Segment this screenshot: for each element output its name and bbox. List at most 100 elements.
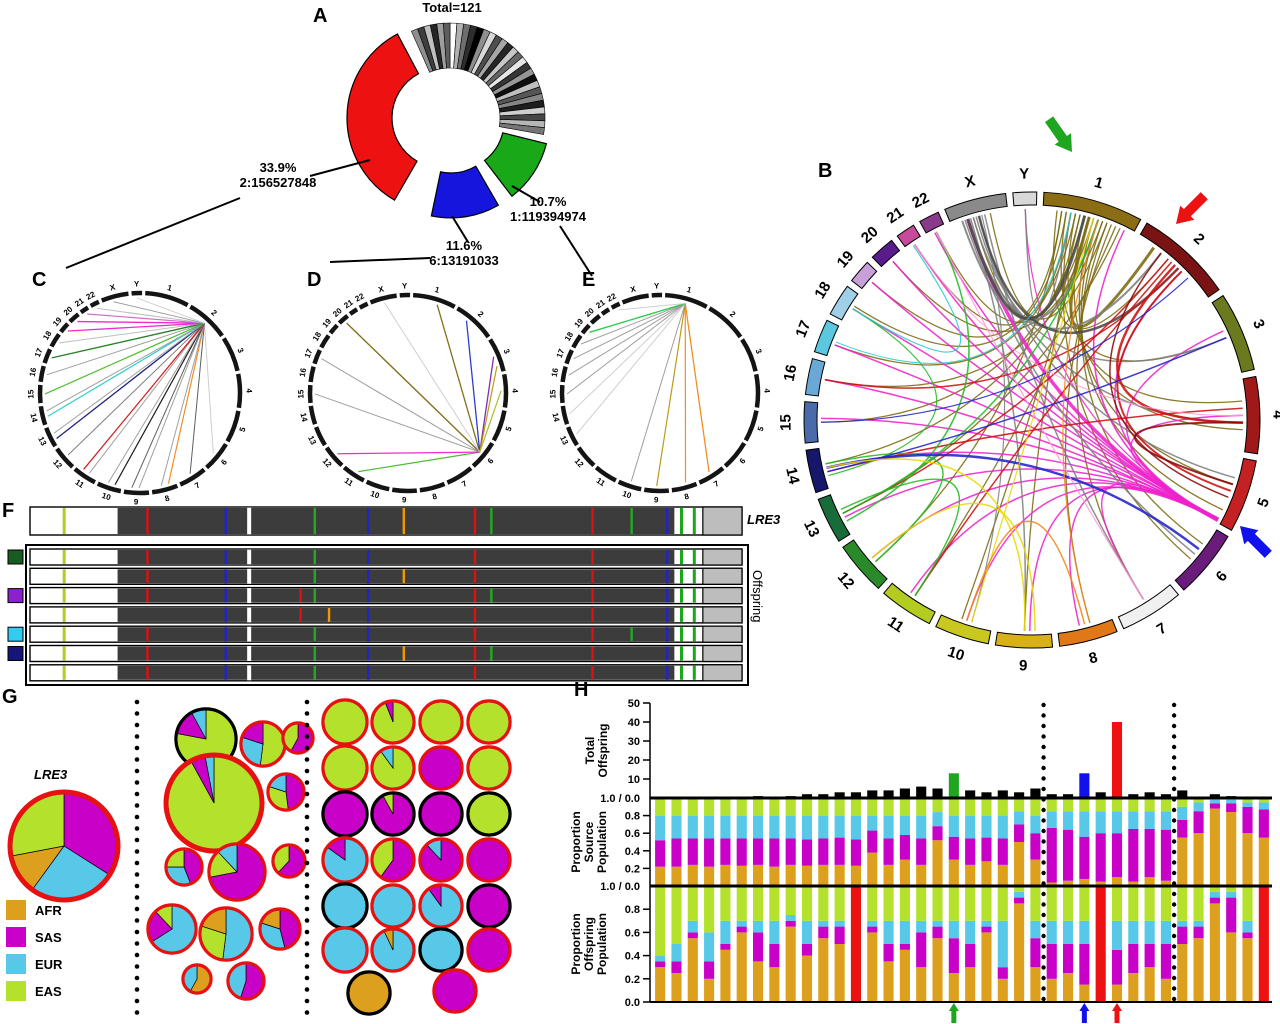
svg-text:6: 6 bbox=[1213, 568, 1231, 585]
svg-text:11: 11 bbox=[343, 476, 355, 488]
svg-text:22: 22 bbox=[606, 291, 618, 303]
svg-text:Y: Y bbox=[134, 279, 140, 288]
svg-text:13: 13 bbox=[558, 434, 570, 446]
svg-text:0.6: 0.6 bbox=[625, 927, 640, 939]
svg-text:5: 5 bbox=[238, 425, 248, 433]
svg-text:14: 14 bbox=[298, 412, 309, 423]
svg-text:9: 9 bbox=[654, 495, 659, 504]
svg-text:16: 16 bbox=[298, 367, 309, 378]
svg-text:Offspring: Offspring bbox=[582, 917, 596, 971]
svg-text:2: 2 bbox=[209, 308, 219, 318]
svg-text:16: 16 bbox=[781, 363, 801, 383]
svg-text:3: 3 bbox=[1249, 317, 1268, 331]
svg-text:19: 19 bbox=[51, 315, 64, 328]
svg-text:Offspring: Offspring bbox=[596, 724, 610, 778]
svg-text:4: 4 bbox=[510, 388, 519, 393]
svg-text:7: 7 bbox=[1154, 620, 1170, 639]
svg-text:0.2: 0.2 bbox=[625, 974, 640, 986]
svg-text:1: 1 bbox=[686, 285, 693, 295]
svg-text:5: 5 bbox=[756, 425, 766, 433]
svg-text:5: 5 bbox=[504, 425, 514, 433]
donut-chart bbox=[65, 22, 593, 277]
svg-text:17: 17 bbox=[555, 347, 567, 359]
svg-text:0.8: 0.8 bbox=[625, 904, 640, 916]
svg-text:10: 10 bbox=[369, 489, 381, 500]
svg-text:10: 10 bbox=[628, 774, 640, 786]
svg-text:6: 6 bbox=[486, 456, 496, 466]
svg-text:0.4: 0.4 bbox=[625, 846, 641, 858]
svg-text:20: 20 bbox=[628, 755, 640, 767]
svg-text:1: 1 bbox=[1092, 174, 1105, 193]
svg-text:9: 9 bbox=[1019, 657, 1028, 674]
svg-text:Y: Y bbox=[402, 281, 408, 290]
svg-text:15: 15 bbox=[26, 389, 35, 399]
svg-text:7: 7 bbox=[460, 479, 469, 489]
svg-text:3: 3 bbox=[754, 347, 764, 355]
svg-text:Population: Population bbox=[595, 913, 609, 975]
svg-text:22: 22 bbox=[354, 291, 366, 303]
svg-text:19: 19 bbox=[573, 316, 586, 329]
svg-text:14: 14 bbox=[28, 412, 39, 423]
svg-text:Proportion: Proportion bbox=[569, 811, 583, 872]
svg-text:21: 21 bbox=[884, 204, 907, 227]
svg-text:21: 21 bbox=[73, 296, 86, 309]
svg-text:13: 13 bbox=[36, 435, 48, 447]
svg-text:8: 8 bbox=[431, 492, 438, 502]
svg-text:2: 2 bbox=[1190, 230, 1208, 248]
svg-text:1.0 / 0.0: 1.0 / 0.0 bbox=[600, 881, 640, 893]
svg-text:11: 11 bbox=[595, 476, 607, 488]
svg-text:15: 15 bbox=[296, 389, 305, 399]
svg-text:17: 17 bbox=[303, 347, 315, 359]
svg-text:10: 10 bbox=[101, 491, 113, 502]
svg-text:19: 19 bbox=[321, 316, 334, 329]
svg-text:1: 1 bbox=[434, 285, 441, 295]
svg-text:2: 2 bbox=[728, 310, 738, 320]
svg-text:0.6: 0.6 bbox=[625, 828, 640, 840]
svg-text:15: 15 bbox=[548, 389, 557, 399]
svg-text:7: 7 bbox=[193, 480, 202, 490]
svg-text:6: 6 bbox=[738, 456, 748, 466]
svg-text:0.0: 0.0 bbox=[625, 997, 640, 1009]
svg-text:19: 19 bbox=[834, 248, 858, 272]
svg-text:18: 18 bbox=[811, 279, 834, 302]
svg-text:X: X bbox=[963, 172, 977, 191]
svg-text:5: 5 bbox=[1254, 496, 1273, 510]
svg-text:7: 7 bbox=[712, 479, 721, 489]
svg-text:12: 12 bbox=[51, 458, 64, 471]
svg-text:0.4: 0.4 bbox=[625, 951, 641, 963]
svg-text:50: 50 bbox=[628, 698, 640, 710]
svg-text:11: 11 bbox=[884, 613, 907, 636]
svg-text:12: 12 bbox=[573, 457, 586, 470]
svg-text:11: 11 bbox=[74, 478, 86, 490]
svg-text:16: 16 bbox=[550, 367, 561, 378]
svg-text:X: X bbox=[377, 284, 385, 294]
svg-text:40: 40 bbox=[628, 717, 640, 729]
ancestry-pies bbox=[7, 698, 512, 1016]
svg-text:Population: Population bbox=[595, 811, 609, 873]
svg-text:10: 10 bbox=[621, 489, 633, 500]
svg-text:20: 20 bbox=[583, 306, 596, 319]
svg-text:22: 22 bbox=[85, 290, 97, 302]
svg-text:6: 6 bbox=[219, 457, 229, 467]
svg-text:21: 21 bbox=[594, 298, 607, 311]
svg-text:0.8: 0.8 bbox=[625, 811, 640, 823]
svg-text:1: 1 bbox=[166, 283, 173, 293]
svg-text:14: 14 bbox=[550, 412, 561, 423]
svg-text:15: 15 bbox=[777, 414, 794, 431]
svg-text:9: 9 bbox=[134, 497, 139, 506]
svg-text:18: 18 bbox=[311, 330, 324, 343]
svg-text:20: 20 bbox=[331, 306, 344, 319]
svg-text:4: 4 bbox=[762, 388, 771, 393]
svg-text:20: 20 bbox=[858, 223, 882, 247]
svg-text:1.0 / 0.0: 1.0 / 0.0 bbox=[600, 793, 640, 805]
offspring-bar-chart: 50 40 30 20 10 0.8 0.6 0.4 0.2 0.8 0.6 0.4 0.2 0.0 1.0… bbox=[569, 698, 1272, 1023]
svg-text:8: 8 bbox=[1087, 649, 1099, 668]
svg-text:0.2: 0.2 bbox=[625, 863, 640, 875]
svg-text:14: 14 bbox=[782, 466, 802, 487]
svg-text:3: 3 bbox=[235, 347, 245, 355]
svg-text:17: 17 bbox=[792, 318, 814, 340]
